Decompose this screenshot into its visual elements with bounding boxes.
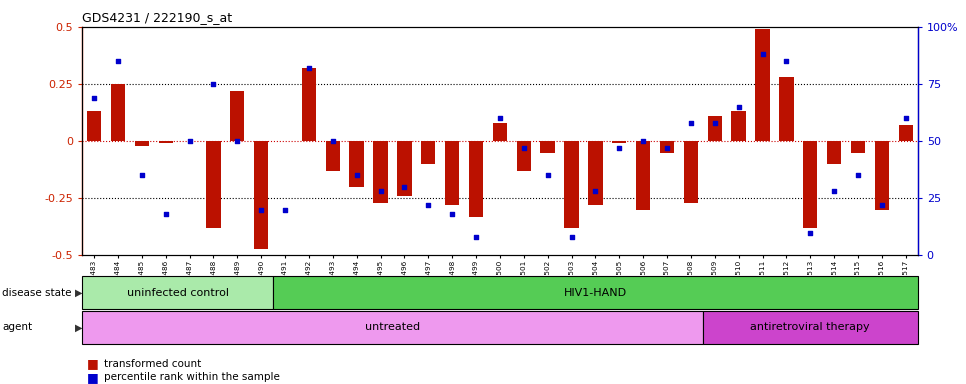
- Point: [230, 138, 245, 144]
- Point: [444, 211, 460, 217]
- Point: [349, 172, 364, 179]
- Bar: [517, 141, 531, 171]
- Point: [636, 138, 651, 144]
- Bar: [445, 141, 459, 205]
- Bar: [636, 141, 650, 210]
- Bar: [273, 276, 918, 309]
- Point: [564, 234, 580, 240]
- Bar: [660, 141, 674, 152]
- Point: [803, 230, 818, 236]
- Text: untreated: untreated: [365, 322, 420, 333]
- Bar: [158, 141, 173, 143]
- Bar: [421, 141, 436, 164]
- Point: [492, 115, 508, 121]
- Text: transformed count: transformed count: [104, 359, 202, 369]
- Point: [110, 58, 126, 64]
- Point: [206, 81, 221, 87]
- Point: [850, 172, 866, 179]
- Point: [874, 202, 890, 208]
- Bar: [374, 141, 387, 203]
- Bar: [134, 141, 149, 146]
- Bar: [780, 77, 793, 141]
- Point: [611, 145, 627, 151]
- Point: [731, 104, 747, 110]
- Text: ■: ■: [87, 358, 99, 371]
- Text: GDS4231 / 222190_s_at: GDS4231 / 222190_s_at: [82, 11, 232, 24]
- Bar: [350, 141, 364, 187]
- Bar: [703, 311, 918, 344]
- Bar: [469, 141, 483, 217]
- Point: [516, 145, 531, 151]
- Text: ▶: ▶: [75, 322, 83, 333]
- Point: [540, 172, 555, 179]
- Text: ▶: ▶: [75, 288, 83, 298]
- Text: percentile rank within the sample: percentile rank within the sample: [104, 372, 280, 382]
- Bar: [851, 141, 866, 152]
- Point: [469, 234, 484, 240]
- Bar: [684, 141, 698, 203]
- Bar: [564, 141, 579, 228]
- Text: disease state: disease state: [2, 288, 71, 298]
- Point: [683, 120, 698, 126]
- Bar: [82, 276, 273, 309]
- Point: [420, 202, 436, 208]
- Text: ■: ■: [87, 371, 99, 384]
- Point: [325, 138, 340, 144]
- Bar: [301, 68, 316, 141]
- Point: [301, 65, 317, 71]
- Point: [659, 145, 674, 151]
- Point: [373, 188, 388, 194]
- Point: [134, 172, 150, 179]
- Point: [898, 115, 914, 121]
- Bar: [493, 123, 507, 141]
- Bar: [708, 116, 722, 141]
- Bar: [326, 141, 340, 171]
- Point: [826, 188, 841, 194]
- Bar: [898, 125, 913, 141]
- Bar: [612, 141, 626, 143]
- Bar: [588, 141, 603, 205]
- Point: [277, 207, 293, 213]
- Point: [157, 211, 174, 217]
- Bar: [207, 141, 220, 228]
- Bar: [875, 141, 889, 210]
- Bar: [82, 311, 703, 344]
- Bar: [755, 29, 770, 141]
- Bar: [397, 141, 412, 196]
- Point: [182, 138, 197, 144]
- Bar: [111, 84, 125, 141]
- Text: antiretroviral therapy: antiretroviral therapy: [751, 322, 870, 333]
- Bar: [541, 141, 554, 152]
- Bar: [803, 141, 817, 228]
- Point: [397, 184, 412, 190]
- Point: [707, 120, 723, 126]
- Bar: [230, 91, 244, 141]
- Text: uninfected control: uninfected control: [127, 288, 229, 298]
- Bar: [254, 141, 269, 248]
- Point: [754, 51, 770, 57]
- Bar: [731, 111, 746, 141]
- Point: [253, 207, 269, 213]
- Bar: [827, 141, 841, 164]
- Text: HIV1-HAND: HIV1-HAND: [564, 288, 627, 298]
- Point: [587, 188, 603, 194]
- Point: [779, 58, 794, 64]
- Point: [86, 94, 101, 101]
- Bar: [87, 111, 101, 141]
- Text: agent: agent: [2, 322, 32, 333]
